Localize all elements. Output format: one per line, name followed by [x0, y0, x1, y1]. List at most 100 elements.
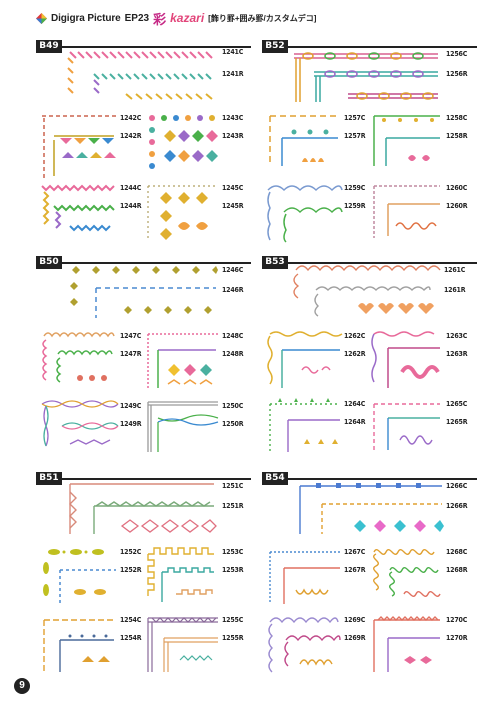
border-sample-1247	[40, 330, 118, 392]
section-rule	[262, 46, 477, 48]
item-code: 1260C	[446, 184, 468, 192]
item-code: 1265R	[446, 418, 468, 426]
item-code: 1248C	[222, 332, 244, 340]
item-code: 1250R	[222, 420, 244, 428]
item-code: 1258R	[446, 132, 468, 140]
item-code: 1242R	[120, 132, 142, 140]
item-code: 1254C	[120, 616, 142, 624]
item-code: 1241C	[222, 48, 244, 56]
section-label: B49	[36, 40, 62, 53]
border-sample-1264	[266, 398, 344, 454]
item-code: 1261R	[444, 286, 466, 294]
item-code: 1246C	[222, 266, 244, 274]
border-sample-1248	[144, 330, 220, 392]
item-code: 1263R	[446, 350, 468, 358]
brand-name: Digigra Picture	[51, 12, 121, 24]
border-sample-1256	[290, 50, 440, 104]
item-code: 1267R	[344, 566, 366, 574]
section-rule	[36, 262, 251, 264]
section-rule	[262, 262, 477, 264]
item-code: 1262R	[344, 350, 366, 358]
item-code: 1259R	[344, 202, 366, 210]
border-sample-1262	[266, 330, 344, 390]
item-code: 1245R	[222, 202, 244, 210]
item-code: 1262C	[344, 332, 366, 340]
border-sample-1249	[40, 398, 119, 452]
section-rule	[262, 478, 477, 480]
item-code: 1257C	[344, 114, 366, 122]
section-rule	[36, 478, 251, 480]
item-code: 1243R	[222, 132, 244, 140]
item-code: 1268R	[446, 566, 468, 574]
item-code: 1269R	[344, 634, 366, 642]
border-sample-1257	[266, 112, 344, 170]
item-code: 1261C	[444, 266, 466, 274]
border-sample-1254	[40, 614, 118, 676]
item-code: 1257R	[344, 132, 366, 140]
section-label: B54	[262, 472, 288, 485]
border-sample-1253	[144, 546, 220, 606]
item-code: 1270C	[446, 616, 468, 624]
page-number: 9	[14, 678, 30, 694]
episode-label: EP23	[124, 12, 150, 24]
item-code: 1256R	[446, 70, 468, 78]
item-code: 1265C	[446, 400, 468, 408]
subtitle: [飾り罫+囲み罫/カスタムデコ]	[208, 13, 317, 23]
item-code: 1245C	[222, 184, 244, 192]
item-code: 1246R	[222, 286, 244, 294]
item-code: 1248R	[222, 350, 244, 358]
item-code: 1264R	[344, 418, 366, 426]
item-code: 1263C	[446, 332, 468, 340]
item-code: 1259C	[344, 184, 366, 192]
item-code: 1243C	[222, 114, 244, 122]
item-code: 1269C	[344, 616, 366, 624]
diamond-logo-icon	[36, 12, 47, 24]
border-sample-1245	[144, 182, 220, 244]
item-code: 1266C	[446, 482, 468, 490]
border-sample-1250	[144, 398, 220, 454]
item-code: 1249C	[120, 402, 142, 410]
item-code: 1253R	[222, 566, 244, 574]
border-sample-1243	[144, 112, 220, 174]
section-label: B52	[262, 40, 288, 53]
item-code: 1241R	[222, 70, 244, 78]
border-sample-1267	[266, 546, 344, 606]
item-code: 1260R	[446, 202, 468, 210]
item-code: 1266R	[446, 502, 468, 510]
item-code: 1253C	[222, 548, 244, 556]
border-sample-1259	[266, 182, 344, 243]
page-header: Digigra Picture EP23 彩 kazari [飾り罫+囲み罫/カ…	[36, 10, 317, 28]
border-sample-1244	[40, 182, 118, 242]
border-sample-1242	[40, 112, 118, 182]
item-code: 1264C	[344, 400, 366, 408]
item-code: 1254R	[120, 634, 142, 642]
border-sample-1255	[144, 614, 220, 676]
border-sample-1251	[66, 480, 217, 536]
border-sample-1268	[370, 546, 444, 606]
border-sample-1270	[370, 614, 444, 676]
item-code: 1250C	[222, 402, 244, 410]
border-sample-1260	[370, 182, 444, 242]
border-sample-1261	[292, 262, 442, 318]
border-sample-1263	[370, 330, 444, 390]
item-code: 1268C	[446, 548, 468, 556]
item-code: 1249R	[120, 420, 142, 428]
item-code: 1251C	[222, 482, 244, 490]
border-sample-1269	[266, 614, 344, 676]
item-code: 1251R	[222, 502, 244, 510]
item-code: 1270R	[446, 634, 468, 642]
section-label: B53	[262, 256, 288, 269]
item-code: 1258C	[446, 114, 468, 122]
item-code: 1267C	[344, 548, 366, 556]
item-code: 1252C	[120, 548, 142, 556]
title-kanji: 彩	[153, 12, 167, 28]
section-rule	[36, 46, 251, 48]
border-sample-1265	[370, 398, 444, 454]
item-code: 1256C	[446, 50, 468, 58]
border-sample-1252	[40, 546, 118, 606]
section-label: B50	[36, 256, 62, 269]
border-sample-1246	[68, 262, 218, 320]
title-kazari: kazari	[170, 11, 205, 25]
item-code: 1252R	[120, 566, 142, 574]
item-code: 1247C	[120, 332, 142, 340]
